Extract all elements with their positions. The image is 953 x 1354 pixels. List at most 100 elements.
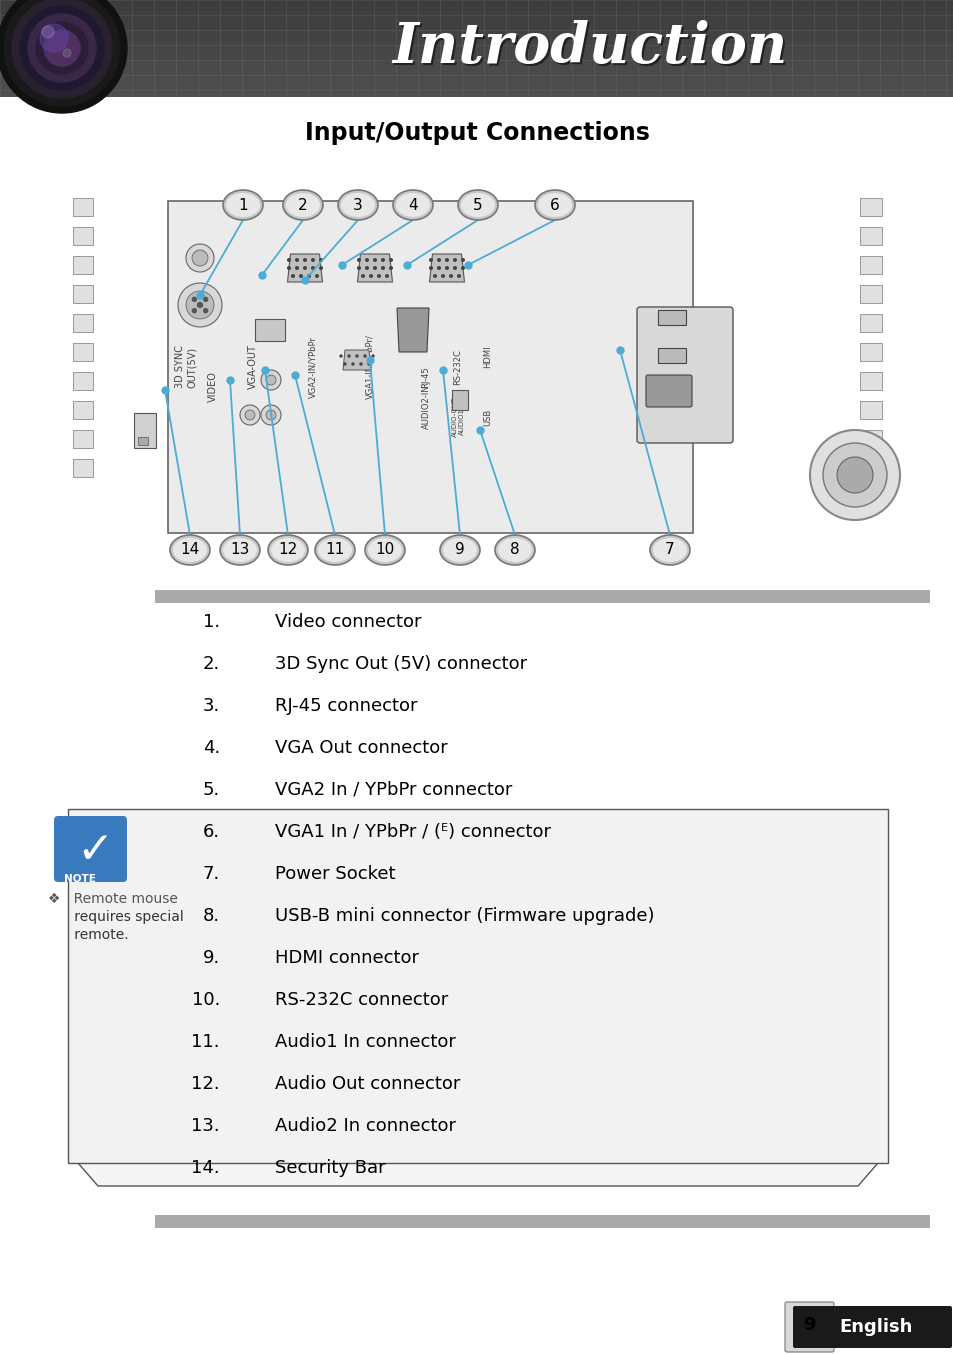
Circle shape bbox=[4, 0, 120, 106]
FancyBboxPatch shape bbox=[73, 198, 92, 217]
Text: 2: 2 bbox=[298, 198, 308, 213]
Ellipse shape bbox=[283, 190, 323, 219]
Text: requires special: requires special bbox=[48, 910, 184, 923]
Ellipse shape bbox=[393, 190, 433, 219]
Ellipse shape bbox=[286, 194, 319, 217]
Circle shape bbox=[437, 259, 440, 261]
Circle shape bbox=[359, 363, 361, 366]
Circle shape bbox=[266, 375, 275, 385]
Circle shape bbox=[178, 283, 222, 328]
FancyBboxPatch shape bbox=[73, 284, 92, 303]
Circle shape bbox=[449, 275, 452, 278]
Text: USB-B mini connector (Firmware upgrade): USB-B mini connector (Firmware upgrade) bbox=[274, 907, 654, 925]
Text: 14: 14 bbox=[180, 543, 199, 558]
Text: VGA1 In / YPbPr / (ᴱ) connector: VGA1 In / YPbPr / (ᴱ) connector bbox=[274, 823, 551, 841]
Polygon shape bbox=[343, 349, 371, 370]
Text: USB: USB bbox=[483, 409, 492, 425]
Circle shape bbox=[319, 267, 322, 269]
Circle shape bbox=[0, 0, 127, 112]
Ellipse shape bbox=[535, 190, 575, 219]
Circle shape bbox=[193, 309, 196, 313]
FancyBboxPatch shape bbox=[254, 320, 285, 341]
Text: Audio Out connector: Audio Out connector bbox=[274, 1075, 460, 1093]
Circle shape bbox=[339, 355, 341, 357]
Circle shape bbox=[36, 22, 88, 74]
FancyBboxPatch shape bbox=[154, 590, 929, 603]
Text: VGA1-IN/YPbPr/: VGA1-IN/YPbPr/ bbox=[365, 334, 375, 399]
FancyBboxPatch shape bbox=[859, 314, 882, 332]
Text: VGA-OUT: VGA-OUT bbox=[248, 344, 257, 390]
Circle shape bbox=[299, 275, 302, 278]
Circle shape bbox=[461, 259, 464, 261]
Text: ❖   Remote mouse: ❖ Remote mouse bbox=[48, 892, 177, 906]
Text: Audio1 In connector: Audio1 In connector bbox=[274, 1033, 456, 1051]
Circle shape bbox=[292, 275, 294, 278]
FancyBboxPatch shape bbox=[859, 256, 882, 274]
Ellipse shape bbox=[439, 535, 479, 565]
FancyBboxPatch shape bbox=[168, 200, 692, 533]
Text: 8.: 8. bbox=[203, 907, 220, 925]
Circle shape bbox=[245, 410, 254, 420]
Circle shape bbox=[454, 267, 456, 269]
Ellipse shape bbox=[537, 194, 572, 217]
Circle shape bbox=[344, 363, 346, 366]
Polygon shape bbox=[78, 1163, 877, 1186]
Text: 2.: 2. bbox=[203, 655, 220, 673]
FancyBboxPatch shape bbox=[73, 431, 92, 448]
Ellipse shape bbox=[460, 194, 495, 217]
Circle shape bbox=[303, 267, 306, 269]
Ellipse shape bbox=[220, 535, 260, 565]
Circle shape bbox=[348, 355, 350, 357]
Text: Security Bar: Security Bar bbox=[274, 1159, 385, 1177]
FancyBboxPatch shape bbox=[637, 307, 732, 443]
Circle shape bbox=[266, 410, 275, 420]
Circle shape bbox=[261, 405, 281, 425]
Ellipse shape bbox=[497, 538, 532, 562]
Circle shape bbox=[389, 267, 392, 269]
Text: 3D SYNC
OUT(5V): 3D SYNC OUT(5V) bbox=[175, 345, 196, 389]
Polygon shape bbox=[68, 808, 887, 1163]
Ellipse shape bbox=[340, 194, 375, 217]
Circle shape bbox=[295, 259, 298, 261]
Circle shape bbox=[836, 458, 872, 493]
Text: 5.: 5. bbox=[203, 781, 220, 799]
FancyBboxPatch shape bbox=[154, 1215, 929, 1228]
Ellipse shape bbox=[314, 535, 355, 565]
Circle shape bbox=[361, 275, 364, 278]
Ellipse shape bbox=[268, 535, 308, 565]
Text: VGA Out connector: VGA Out connector bbox=[274, 739, 447, 757]
Circle shape bbox=[203, 309, 208, 313]
Circle shape bbox=[437, 267, 440, 269]
Circle shape bbox=[389, 259, 392, 261]
Circle shape bbox=[63, 49, 71, 57]
Text: 1: 1 bbox=[238, 198, 248, 213]
Text: RJ-45: RJ-45 bbox=[421, 366, 430, 387]
Circle shape bbox=[381, 259, 384, 261]
Text: 4.: 4. bbox=[203, 739, 220, 757]
Circle shape bbox=[261, 370, 281, 390]
FancyBboxPatch shape bbox=[859, 401, 882, 418]
Circle shape bbox=[368, 363, 370, 366]
Text: 9.: 9. bbox=[203, 949, 220, 967]
Circle shape bbox=[357, 267, 360, 269]
Text: RS-232C: RS-232C bbox=[453, 349, 462, 385]
FancyBboxPatch shape bbox=[859, 431, 882, 448]
Ellipse shape bbox=[170, 535, 210, 565]
Circle shape bbox=[372, 355, 374, 357]
Circle shape bbox=[288, 259, 290, 261]
Ellipse shape bbox=[395, 194, 430, 217]
FancyBboxPatch shape bbox=[784, 1303, 833, 1353]
Circle shape bbox=[295, 267, 298, 269]
Circle shape bbox=[461, 267, 464, 269]
Circle shape bbox=[364, 355, 366, 357]
FancyBboxPatch shape bbox=[73, 459, 92, 477]
Circle shape bbox=[441, 275, 444, 278]
Ellipse shape bbox=[365, 535, 405, 565]
FancyBboxPatch shape bbox=[73, 372, 92, 390]
Circle shape bbox=[203, 298, 208, 302]
Circle shape bbox=[288, 267, 290, 269]
Text: 11.: 11. bbox=[192, 1033, 220, 1051]
Text: 6.: 6. bbox=[203, 823, 220, 841]
Ellipse shape bbox=[226, 194, 260, 217]
Circle shape bbox=[192, 250, 208, 265]
